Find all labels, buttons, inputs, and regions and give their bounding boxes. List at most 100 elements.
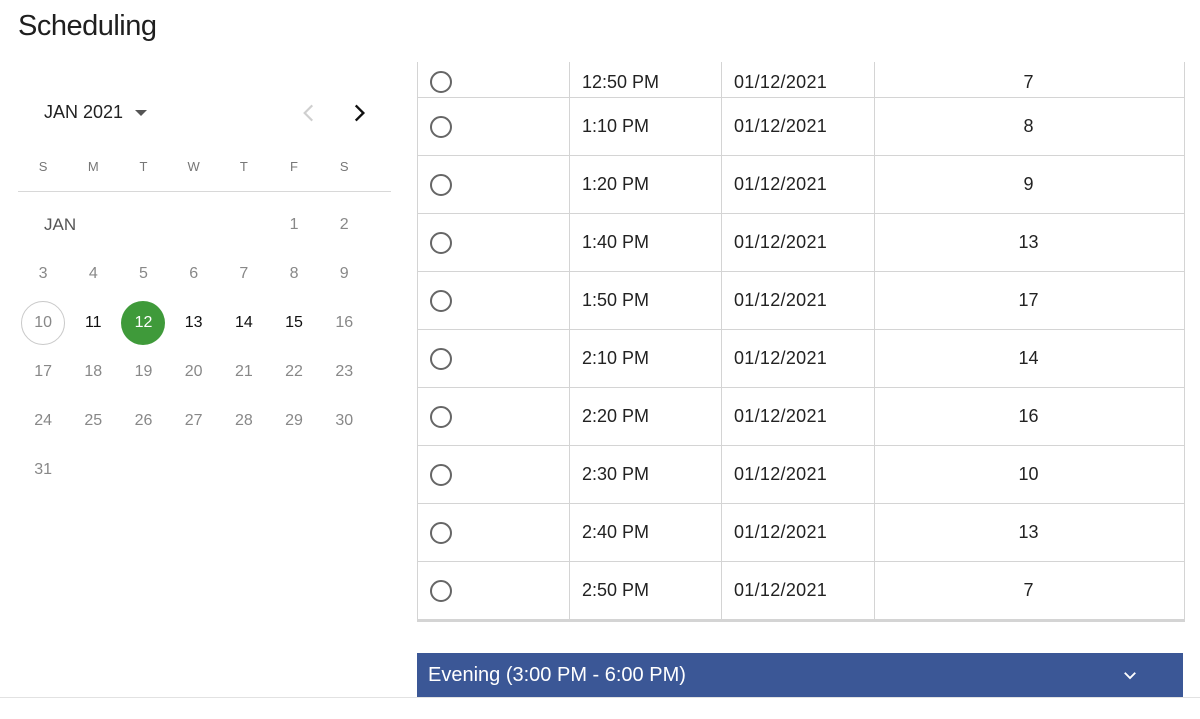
slot-radio-button[interactable] xyxy=(430,521,452,544)
calendar-day[interactable]: 14 xyxy=(219,298,269,347)
calendar-day: 8 xyxy=(269,249,319,298)
evening-accordion-header[interactable]: Evening (3:00 PM - 6:00 PM) xyxy=(417,653,1183,698)
calendar-day: 9 xyxy=(319,249,369,298)
calendar-day-number: 28 xyxy=(234,411,253,429)
slot-radio-button[interactable] xyxy=(430,173,452,196)
calendar-day: 21 xyxy=(219,347,269,396)
radio-cell xyxy=(418,330,570,387)
slot-radio-button[interactable] xyxy=(430,579,452,602)
table-row[interactable]: 1:40 PM 01/12/2021 13 xyxy=(418,214,1184,272)
calendar-day-number: 29 xyxy=(285,411,303,429)
calendar-day: 29 xyxy=(269,396,319,445)
table-row[interactable]: 2:50 PM 01/12/2021 7 xyxy=(418,562,1184,620)
radio-cell xyxy=(418,504,570,561)
calendar-day-number: 27 xyxy=(184,411,203,429)
chevron-down-icon xyxy=(1124,672,1136,680)
slot-count: 13 xyxy=(1018,522,1039,542)
calendar-day-number: 13 xyxy=(184,313,203,331)
calendar-day: 4 xyxy=(68,249,118,298)
calendar-day: 23 xyxy=(319,347,369,396)
table-row[interactable]: 2:40 PM 01/12/2021 13 xyxy=(418,504,1184,562)
slot-radio-button[interactable] xyxy=(430,115,452,138)
calendar-day: 16 xyxy=(319,298,369,347)
slot-date: 01/12/2021 xyxy=(722,504,875,561)
weekday-label: S xyxy=(339,159,349,174)
radio-cell xyxy=(418,62,570,97)
slot-radio-button[interactable] xyxy=(430,71,452,93)
calendar-day-number: 31 xyxy=(34,460,52,478)
calendar-day-number: 30 xyxy=(335,411,354,429)
table-row[interactable]: 2:20 PM 01/12/2021 16 xyxy=(418,388,1184,446)
calendar-day: 31 xyxy=(18,445,68,494)
calendar-day-number: 14 xyxy=(234,313,253,331)
calendar-day[interactable]: 15 xyxy=(269,298,319,347)
calendar-day[interactable]: 11 xyxy=(68,298,118,347)
slot-time: 1:40 PM xyxy=(570,214,722,271)
calendar-day-number: 10 xyxy=(21,300,66,345)
slot-radio-button[interactable] xyxy=(430,463,452,486)
calendar-day[interactable]: 10 xyxy=(18,298,68,347)
calendar-header: JAN 2021 xyxy=(18,90,391,138)
calendar-day-number: 26 xyxy=(134,411,153,429)
slot-date: 01/12/2021 xyxy=(722,214,875,271)
slot-count: 8 xyxy=(1023,116,1034,136)
slot-date: 01/12/2021 xyxy=(722,330,875,387)
calendar-month-label: JAN xyxy=(44,214,77,234)
calendar-day-number: 25 xyxy=(84,411,103,429)
chevron-right-icon[interactable] xyxy=(346,100,372,126)
calendar-day: 18 xyxy=(68,347,118,396)
slot-time: 2:40 PM xyxy=(570,504,722,561)
chevron-left-icon[interactable] xyxy=(296,100,322,126)
slot-radio-button[interactable] xyxy=(430,405,452,428)
slot-time: 1:20 PM xyxy=(570,156,722,213)
slot-radio-button[interactable] xyxy=(430,289,452,312)
table-row[interactable]: 2:30 PM 01/12/2021 10 xyxy=(418,446,1184,504)
calendar-day: 19 xyxy=(118,347,168,396)
table-row[interactable]: 1:20 PM 01/12/2021 9 xyxy=(418,156,1184,214)
calendar-day[interactable]: 12 xyxy=(118,298,168,347)
calendar-day: 26 xyxy=(118,396,168,445)
radio-cell xyxy=(418,214,570,271)
slot-count: 9 xyxy=(1023,174,1034,194)
table-row[interactable]: 1:10 PM 01/12/2021 8 xyxy=(418,98,1184,156)
calendar-day: 27 xyxy=(169,396,219,445)
calendar-day: 17 xyxy=(18,347,68,396)
table-row[interactable]: 2:10 PM 01/12/2021 14 xyxy=(418,330,1184,388)
slot-radio-button[interactable] xyxy=(430,231,452,254)
month-year-dropdown[interactable]: JAN 2021 xyxy=(44,102,148,123)
slot-radio-button[interactable] xyxy=(430,347,452,370)
calendar-day: 24 xyxy=(18,396,68,445)
calendar-day: 3 xyxy=(18,249,68,298)
slot-date: 01/12/2021 xyxy=(722,156,875,213)
calendar-day-number: 12 xyxy=(121,300,166,345)
calendar-day-number: 16 xyxy=(335,313,354,331)
slot-date: 01/12/2021 xyxy=(722,272,875,329)
calendar-day: 22 xyxy=(269,347,319,396)
calendar-day-number: 3 xyxy=(38,264,48,282)
calendar-day-number: 8 xyxy=(289,264,299,282)
slot-time: 2:30 PM xyxy=(570,446,722,503)
slot-time: 12:50 PM xyxy=(570,62,722,97)
caret-down-icon xyxy=(135,109,148,116)
time-slot-table: 12:50 PM 01/12/2021 7 1:10 PM 01/12/2021 8 1:2… xyxy=(417,62,1185,622)
slot-count: 10 xyxy=(1018,464,1039,484)
calendar-day-number: 2 xyxy=(339,215,349,233)
table-row[interactable]: 12:50 PM 01/12/2021 7 xyxy=(418,62,1184,98)
calendar-day-number: 1 xyxy=(289,215,299,233)
calendar-day: 2 xyxy=(319,200,369,249)
accordion-label: Evening (3:00 PM - 6:00 PM) xyxy=(428,664,686,686)
weekday-label: M xyxy=(87,159,99,174)
radio-cell xyxy=(418,388,570,445)
table-row[interactable]: 1:50 PM 01/12/2021 17 xyxy=(418,272,1184,330)
slot-count: 17 xyxy=(1018,290,1039,310)
page-title: Scheduling xyxy=(18,10,157,42)
calendar-day: 28 xyxy=(219,396,269,445)
calendar-day: 7 xyxy=(219,249,269,298)
radio-cell xyxy=(418,272,570,329)
calendar-day-number: 22 xyxy=(285,362,303,380)
slot-time: 2:20 PM xyxy=(570,388,722,445)
radio-cell xyxy=(418,446,570,503)
calendar-day[interactable]: 13 xyxy=(169,298,219,347)
calendar-day: 30 xyxy=(319,396,369,445)
